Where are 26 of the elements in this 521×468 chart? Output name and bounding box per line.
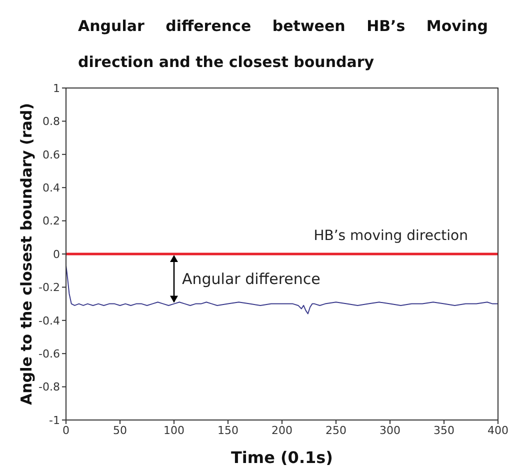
y-tick-label: 0.8	[42, 115, 60, 128]
y-tick-label: -0.8	[38, 380, 60, 394]
line-series	[66, 265, 498, 314]
x-tick-label: 0	[62, 424, 70, 437]
annotation: Angular difference	[182, 270, 320, 288]
y-tick-label: -0.6	[38, 348, 60, 361]
y-axis-title: Angle to the closest boundary (rad)	[17, 103, 36, 405]
y-tick-label: 1	[53, 82, 60, 95]
chart-title: Angular difference between HB’s Moving direction and the closest boundary	[78, 17, 488, 71]
y-tick-label: -1	[49, 414, 60, 427]
y-tick-label: 0	[53, 248, 60, 261]
y-tick-label: -0.4	[38, 314, 60, 328]
x-tick-label: 150	[218, 424, 238, 437]
y-tick-label: -0.2	[38, 281, 60, 294]
series-label: HB’s moving direction	[314, 228, 468, 244]
x-tick-label: 100	[164, 424, 184, 437]
x-tick-label: 350	[434, 424, 454, 437]
x-tick-label: 300	[380, 424, 400, 437]
x-tick-label: 250	[326, 424, 346, 437]
x-tick-label: 50	[113, 424, 127, 437]
x-axis-title: Time (0.1s)	[231, 448, 333, 467]
x-tick-label: 400	[488, 424, 508, 437]
y-tick-label: 0.2	[42, 214, 60, 228]
x-tick-label: 200	[272, 424, 292, 437]
y-tick-label: 0.4	[42, 182, 60, 195]
y-tick-label: 0.6	[42, 148, 60, 162]
